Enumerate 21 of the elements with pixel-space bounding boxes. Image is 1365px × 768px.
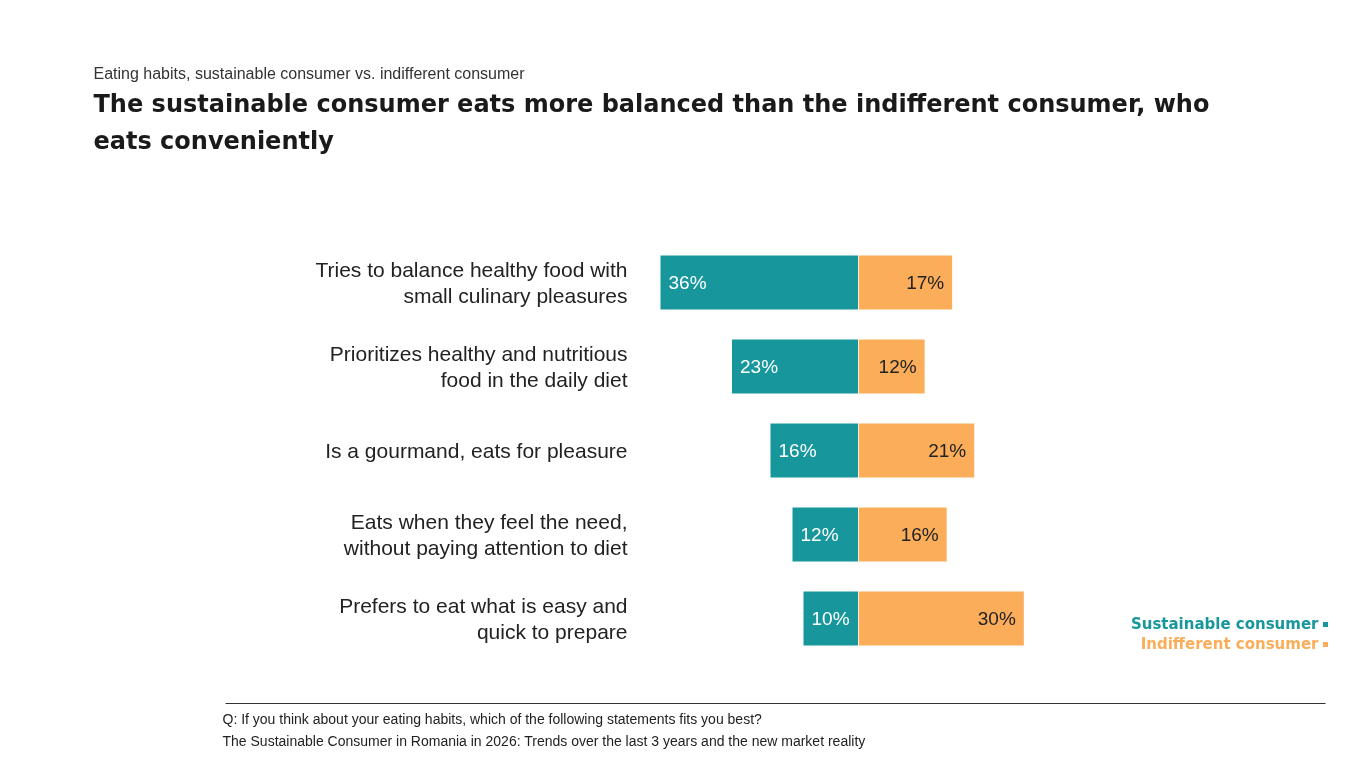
text: The Sustainable Consumer in Romania in 2026: Trends over the last 3 years and the new market reality xyxy=(222,732,866,749)
data-label: 12% xyxy=(878,356,917,377)
text: Q: If you think about your eating habits, which of the following statements fits you best? xyxy=(222,710,763,727)
data-label: 16% xyxy=(900,524,939,545)
y-tick-label: Tries to balance healthy food with small culinary pleasures xyxy=(315,257,628,308)
y-tick-label: Prefers to eat what is easy and quick to prepare xyxy=(339,593,628,644)
data-label: 16% xyxy=(778,440,817,461)
data-label: 23% xyxy=(740,356,779,377)
data-label: 36% xyxy=(668,272,707,293)
data-label: 30% xyxy=(977,608,1016,629)
y-tick-label: Prioritizes healthy and nutritious food in the daily diet xyxy=(329,341,628,392)
chart-subtitle: Eating habits, sustainable consumer vs. indifferent consumer xyxy=(93,65,526,82)
data-label: 12% xyxy=(800,524,839,545)
data-label: 17% xyxy=(906,272,945,293)
legend-label: Indifferent consumer xyxy=(1140,634,1320,653)
y-tick-label: Is a gourmand, eats for pleasure xyxy=(325,439,628,462)
legend-label: Sustainable consumer xyxy=(1130,614,1320,633)
y-tick-label: Eats when they feel the need, without paying attention to diet xyxy=(342,509,628,560)
data-label: 21% xyxy=(928,440,967,461)
chart-title: The sustainable consumer eats more balanced than the indifferent consumer, who eats conveniently xyxy=(93,89,1210,155)
data-label: 10% xyxy=(811,608,850,629)
